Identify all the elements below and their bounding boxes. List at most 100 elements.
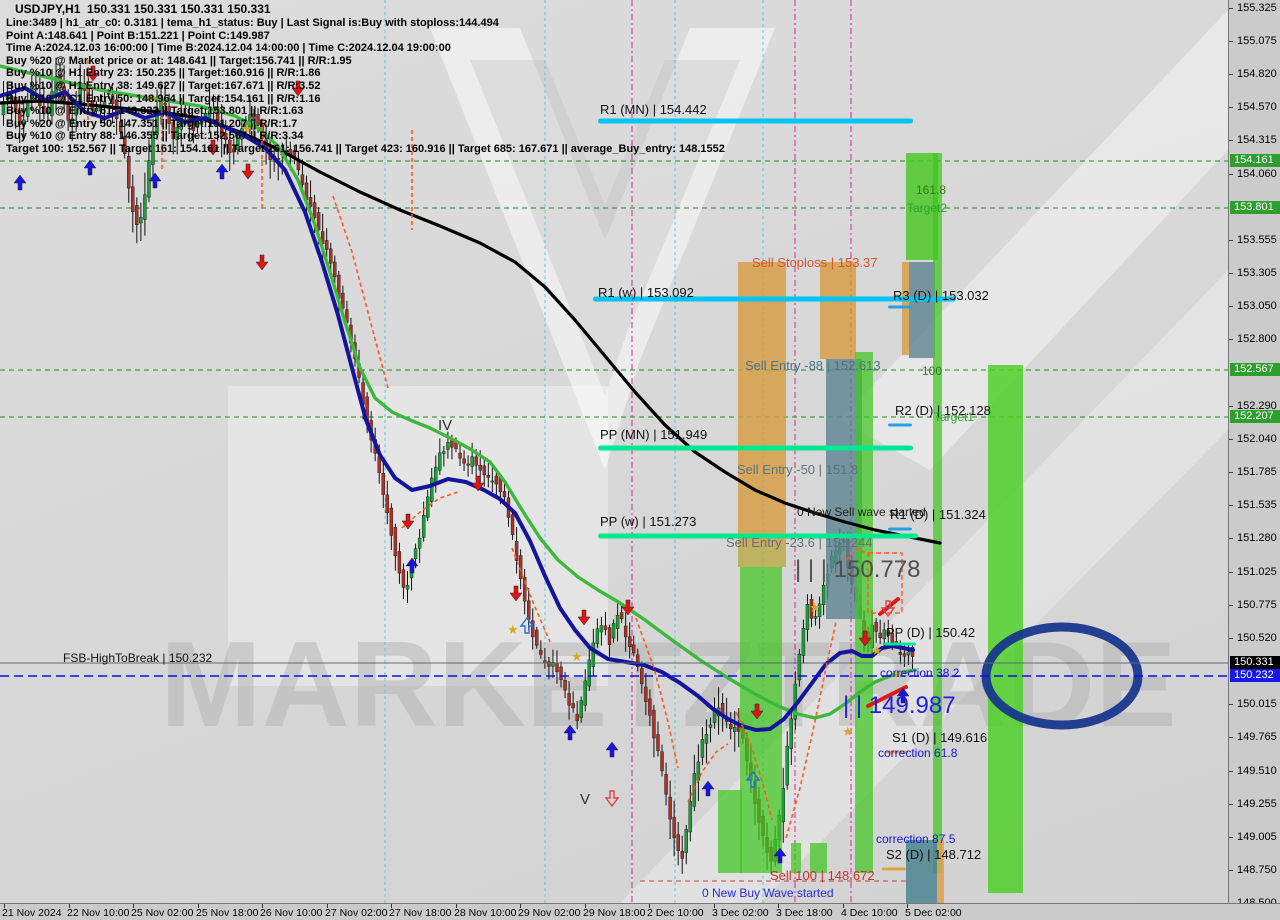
candle-body: [494, 475, 499, 485]
candle-body: [102, 101, 107, 106]
candle-body: [878, 632, 882, 639]
candle-body: [563, 680, 567, 691]
pivot-line-r2-d[interactable]: [888, 423, 912, 427]
time-axis-label: 29 Nov 18:00: [583, 907, 646, 919]
candle-body: [644, 686, 648, 702]
price-axis-label: 154.820: [1237, 68, 1277, 81]
price-zone: [738, 545, 786, 567]
candle-body: [256, 114, 260, 126]
candle-body: [155, 107, 159, 135]
hollow-buy-arrow-icon: [519, 616, 535, 634]
candle-body: [458, 452, 462, 459]
price-axis-label: 148.750: [1237, 864, 1277, 877]
candle-body: [619, 612, 624, 620]
chart-annotation: Sell Entry -88 | 152.613: [745, 358, 881, 373]
pivot-line-pp-d[interactable]: [884, 642, 916, 646]
time-tick: [585, 904, 586, 908]
price-zone: [791, 843, 801, 873]
candle-body: [535, 629, 539, 646]
price-axis-label: 149.510: [1237, 764, 1277, 777]
candle-body: [539, 649, 543, 655]
candle-body: [143, 194, 147, 220]
buy-arrow-icon: [896, 687, 910, 704]
candle-body: [106, 93, 111, 95]
candle-body: [672, 817, 676, 838]
price-zone: [855, 352, 873, 873]
candle-body: [377, 456, 381, 473]
candle-body: [518, 555, 523, 580]
price-axis[interactable]: 155.325 155.075 154.820 154.570 154.315 154.0…: [1228, 0, 1280, 909]
pivot-line-s2-d[interactable]: [882, 867, 906, 871]
price-zone: [738, 262, 786, 545]
candle-body: [684, 829, 688, 853]
ma-line-tema-black: [0, 99, 942, 545]
pivot-line-pp-mn[interactable]: [598, 445, 913, 451]
price-tick: [1229, 870, 1233, 872]
chart-annotation: 161.8: [916, 183, 947, 197]
candle-body: [688, 801, 692, 833]
pivot-line-r3-d[interactable]: [888, 305, 912, 309]
chart-annotation: Target2: [907, 201, 948, 215]
candle-body: [874, 622, 878, 632]
time-axis-label: 3 Dec 02:00: [712, 907, 769, 919]
price-tick: [1229, 173, 1233, 175]
buy-arrow-icon: [148, 172, 162, 189]
chart-annotation: 100: [922, 364, 943, 378]
candle-body: [66, 101, 70, 121]
red-trend-line: [878, 597, 900, 616]
chart-canvas[interactable]: MARKETZTRADE★★★★★★★★: [0, 0, 1228, 903]
sell-arrow-icon: [509, 585, 523, 602]
hollow-sell-arrow-icon: [604, 790, 620, 808]
candle-body: [191, 122, 196, 131]
candle-body: [583, 680, 587, 706]
candle-body: [817, 603, 822, 617]
candle-body: [236, 137, 240, 150]
buy-arrow-icon: [13, 174, 27, 191]
chart-area[interactable]: MARKETZTRADE ★ ★ ★ ★ ★ ★ ★ ★ USDJPY,H1 150.331 1…: [0, 0, 1228, 903]
time-axis-label: 29 Nov 02:00: [518, 907, 581, 919]
pivot-line-pp-w[interactable]: [598, 533, 918, 539]
candle-body: [470, 456, 474, 467]
chart-annotation: R1 (w) | 153.092: [598, 285, 694, 300]
candle-body: [70, 118, 74, 124]
price-tick: [1229, 770, 1233, 772]
candle-body: [797, 653, 802, 681]
price-zone: [937, 840, 944, 903]
chart-annotation: correction 61.8: [878, 746, 958, 760]
candle-body: [22, 119, 26, 124]
sell-arrow-icon: [471, 475, 485, 492]
candle-body: [482, 465, 486, 476]
price-axis-label: 154.570: [1237, 101, 1277, 113]
candle-body: [228, 139, 232, 154]
price-tick: [1229, 272, 1233, 274]
pivot-line-s1-d[interactable]: [886, 750, 908, 754]
chart-annotation: correction 87.5: [876, 832, 956, 846]
price-badge: 154.161: [1230, 154, 1280, 168]
candle-body: [163, 103, 167, 106]
chart-annotation: Sell Stoploss | 153.37: [752, 255, 878, 270]
price-axis-label: 151.280: [1237, 532, 1277, 545]
candle-body: [430, 477, 434, 502]
price-axis-label: 151.025: [1237, 565, 1277, 578]
pivot-line-r1-w[interactable]: [593, 296, 956, 302]
candle-body: [656, 734, 660, 752]
candle-body: [628, 636, 632, 647]
time-axis[interactable]: 21 Nov 2024 22 Nov 10:00 25 Nov 02:00 25 No…: [0, 903, 1280, 920]
candle-body: [385, 494, 389, 514]
candle-body: [652, 710, 656, 739]
chart-annotation: Sell Entry -50 | 151.8: [737, 462, 859, 477]
pivot-line-r1-d[interactable]: [888, 527, 912, 531]
candle-body: [692, 773, 697, 807]
buy-arrow-icon: [83, 159, 97, 176]
candle-body: [527, 600, 531, 620]
sell-arrow-icon: [621, 599, 635, 616]
candle-body: [118, 121, 123, 132]
time-tick: [198, 904, 199, 908]
price-axis-label: 151.785: [1237, 466, 1277, 479]
psar-dashed-line: [845, 546, 871, 561]
price-tick: [1229, 571, 1233, 573]
candle-body: [587, 659, 591, 687]
pivot-line-r1-mn[interactable]: [598, 118, 913, 124]
price-axis-label: 149.765: [1237, 731, 1277, 744]
